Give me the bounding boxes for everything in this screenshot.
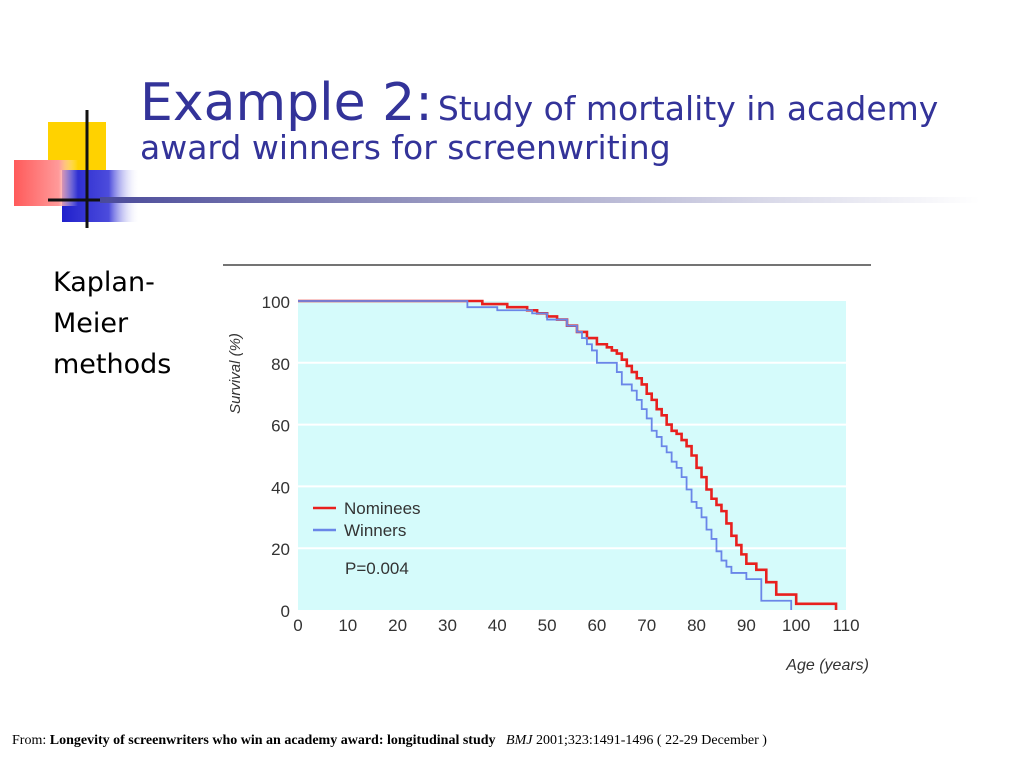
plot-background: [298, 301, 846, 610]
source-journal: BMJ: [506, 733, 533, 748]
x-tick-label-110: 110: [832, 616, 859, 635]
slide-logo-decoration: [14, 110, 140, 228]
x-tick-label-70: 70: [637, 616, 656, 635]
x-tick-label-0: 0: [293, 616, 302, 635]
y-tick-label-40: 40: [271, 478, 290, 497]
x-tick-label-50: 50: [538, 616, 557, 635]
x-tick-label-40: 40: [488, 616, 507, 635]
y-tick-label-20: 20: [271, 540, 290, 559]
y-tick-label-100: 100: [262, 293, 290, 312]
y-tick-label-60: 60: [271, 417, 290, 436]
x-tick-label-90: 90: [737, 616, 756, 635]
method-label: Kaplan-Meier methods: [53, 267, 172, 380]
legend-label-nominees: Nominees: [344, 499, 421, 518]
p-value-annotation: P=0.004: [345, 559, 409, 578]
y-tick-label-0: 0: [281, 602, 290, 621]
source-details: 2001;323:1491-1496 ( 22-29 December ): [535, 733, 767, 748]
x-tick-label-10: 10: [338, 616, 357, 635]
logo-red-square: [14, 160, 78, 206]
x-tick-label-20: 20: [388, 616, 407, 635]
source-prefix: From:: [12, 733, 47, 748]
x-axis-label: Age (years): [785, 657, 869, 674]
series-line-winners: [298, 300, 793, 610]
kaplan-meier-chart: 0 20 40 60 80 100 0 10 20 30 40 50 60 70 80 90 100 110 Sur…: [223, 264, 871, 674]
x-tick-label-100: 100: [782, 616, 810, 635]
slide-title: Example 2: Study of mortality in academy…: [140, 76, 1000, 165]
legend-label-winners: Winners: [344, 521, 406, 540]
y-axis-label: Survival (%): [227, 333, 244, 414]
source-title: Longevity of screenwriters who win an ac…: [49, 733, 496, 748]
title-sub: Study of mortality in academy award winn…: [140, 89, 939, 167]
y-tick-label-80: 80: [271, 355, 290, 374]
x-tick-label-80: 80: [687, 616, 706, 635]
x-tick-label-30: 30: [438, 616, 457, 635]
source-citation: From: Longevity of screenwriters who win…: [12, 733, 1012, 749]
title-main: Example 2:: [140, 73, 433, 133]
title-rule: [100, 197, 980, 203]
x-tick-label-60: 60: [587, 616, 606, 635]
